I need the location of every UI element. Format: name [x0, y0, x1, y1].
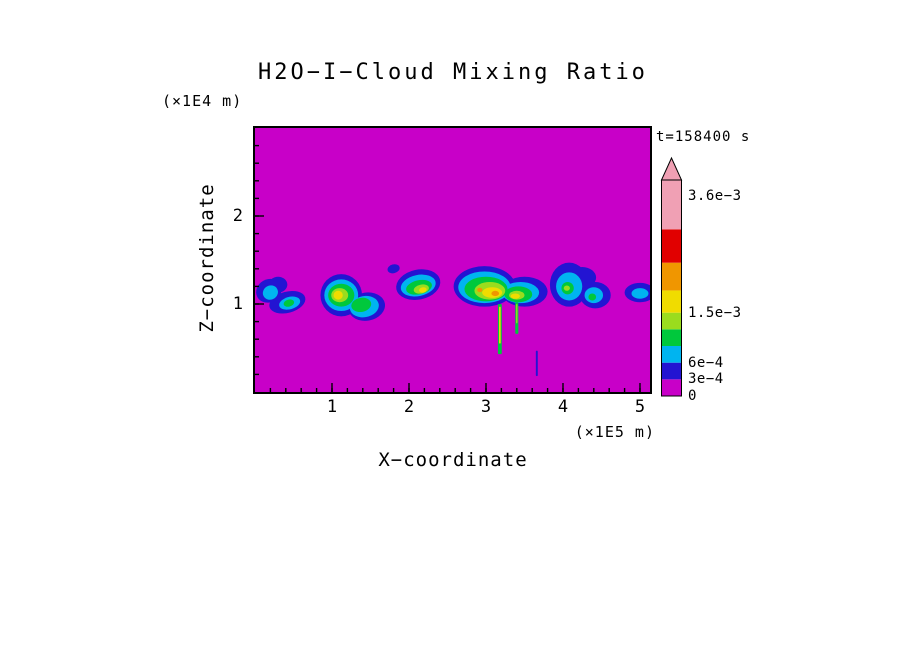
colorbar-overflow-arrow [660, 156, 683, 181]
axis-ticks [255, 144, 641, 392]
cloud [624, 282, 650, 303]
colorbar-level-label: 3e−4 [688, 371, 724, 388]
colorbar-level-label: 6e−4 [688, 354, 724, 371]
cloud [320, 274, 386, 321]
precip-streaks [497, 302, 538, 377]
cloud [387, 264, 441, 300]
z-axis-unit-label: (×1E4 m) [162, 92, 243, 110]
cloud [453, 266, 548, 307]
chart-title: H2O−I−Cloud Mixing Ratio [258, 60, 648, 85]
z-tick-label: 2 [232, 206, 243, 226]
x-axis-unit-label: (×1E5 m) [574, 423, 655, 441]
colorbar-level-label: 3.6e−3 [688, 188, 742, 204]
plot-area [253, 126, 652, 394]
z-tick-label: 1 [232, 294, 243, 314]
cloud [256, 276, 306, 314]
time-annotation: t=158400 s [656, 129, 751, 145]
colorbar [660, 156, 683, 397]
plot-background [255, 128, 650, 392]
x-tick-label: 5 [634, 397, 646, 417]
cloud-contour-plot [255, 128, 650, 392]
x-tick-label: 1 [326, 397, 338, 417]
x-tick-label: 2 [403, 397, 415, 417]
z-axis-title: Z−coordinate [196, 183, 218, 333]
colorbar-level-label: 1.5e−3 [688, 304, 742, 321]
x-tick-label: 4 [557, 397, 569, 417]
x-axis-title: X−coordinate [378, 449, 528, 471]
colorbar-level-label: 0 [688, 388, 697, 404]
cloud [549, 262, 611, 309]
x-tick-label: 3 [480, 397, 492, 417]
